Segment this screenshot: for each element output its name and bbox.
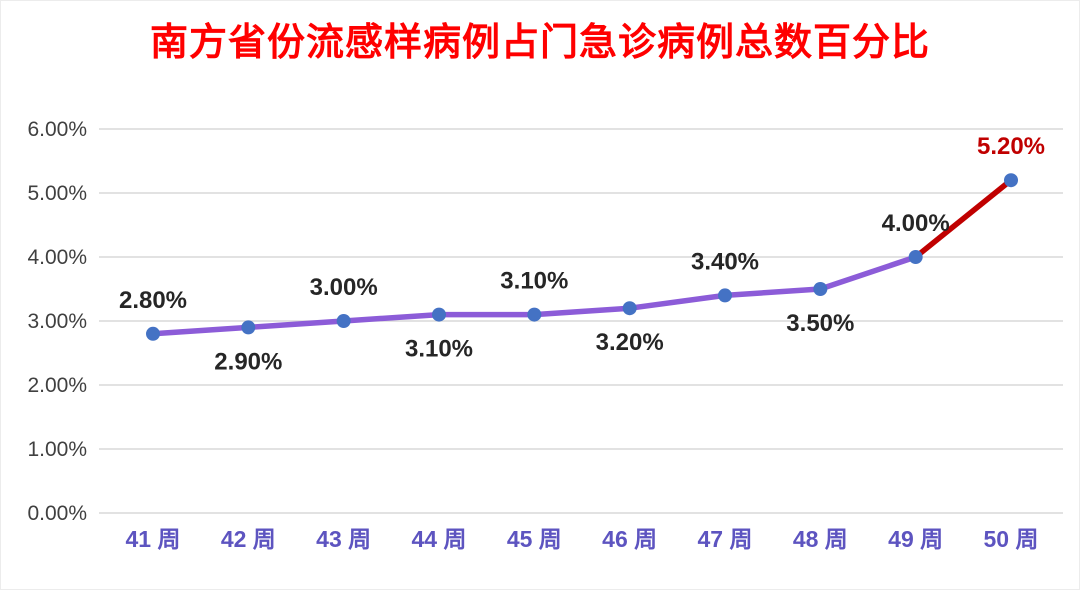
data-point-marker [1004,173,1018,188]
data-label: 2.90% [214,348,282,375]
data-label: 3.10% [405,336,473,363]
data-label: 4.00% [882,210,950,237]
x-axis-tick-label: 47 周 [698,526,753,552]
data-label: 3.00% [310,274,378,301]
data-label: 5.20% [977,133,1045,160]
data-point-marker [146,326,160,341]
x-axis-tick-label: 42 周 [221,526,276,552]
y-axis-tick-label: 5.00% [27,182,87,205]
line-segment [531,305,633,318]
data-label: 3.10% [500,268,568,295]
chart-title: 南方省份流感样病例占门急诊病例总数百分比 [149,22,930,64]
y-axis-tick-label: 4.00% [27,246,87,269]
x-axis-tick-label: 43 周 [316,526,371,552]
x-axis-tick-label: 48 周 [793,526,848,552]
data-label: 2.80% [119,287,187,314]
line-segment [150,324,252,337]
x-axis-tick-label: 41 周 [126,526,181,552]
x-axis-tick-label: 44 周 [412,526,467,552]
line-segment [626,292,728,311]
line-segment [340,311,442,324]
line-segment-highlight [912,177,1014,260]
line-segment [245,318,347,331]
y-axis-tick-label: 3.00% [27,310,87,333]
data-point-marker [241,320,256,335]
data-label: 3.20% [596,329,664,356]
y-axis-tick-label: 1.00% [27,438,87,461]
y-axis-tick-label: 0.00% [27,502,87,525]
data-point-marker [622,301,637,316]
data-point-marker [336,314,351,328]
data-point-marker [718,288,732,303]
data-point-marker [908,250,923,264]
data-point-marker [813,282,828,296]
data-point-marker [527,307,542,322]
x-axis-tick-label: 45 周 [507,526,562,552]
y-axis-tick-label: 6.00% [27,118,87,141]
data-point-marker [432,307,446,322]
y-axis-tick-label: 2.00% [27,374,87,397]
data-label: 3.50% [786,310,854,337]
x-axis-tick-label: 50 周 [984,526,1039,552]
line-segment [722,286,824,299]
line-segment [817,254,919,292]
data-label: 3.40% [691,248,759,275]
x-axis-tick-label: 46 周 [602,526,657,552]
x-axis-tick-label: 49 周 [888,526,943,552]
